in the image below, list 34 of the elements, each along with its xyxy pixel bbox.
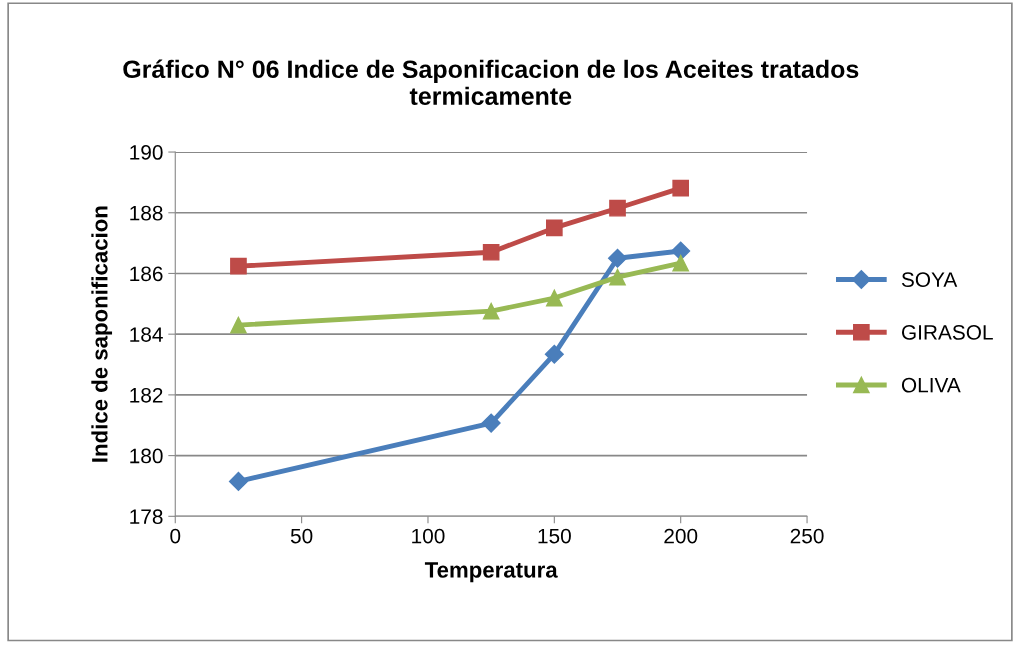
x-axis-title: Temperatura <box>424 562 558 583</box>
point <box>546 219 563 237</box>
point <box>544 344 564 364</box>
point <box>672 254 690 272</box>
y-tick-label: 186 <box>130 266 163 282</box>
y-tick-label: 178 <box>130 509 163 525</box>
point <box>481 413 501 433</box>
chart-title: Gráfico N° 06 Indice de Saponificacion de los Aceites tratados termicamente <box>123 59 859 106</box>
y-axis-title: Indice de saponificacion <box>91 206 113 462</box>
point <box>230 316 247 334</box>
point <box>671 241 691 261</box>
legend-label: GIRASOL <box>901 325 993 340</box>
legend-label: SOYA <box>901 272 958 288</box>
y-tick-label: 184 <box>130 327 163 342</box>
y-tick-label: 180 <box>130 448 163 464</box>
point <box>672 179 690 197</box>
x-tick-label: 250 <box>790 528 824 544</box>
point <box>609 199 626 217</box>
x-tick-label: 0 <box>170 528 181 544</box>
point <box>228 471 248 491</box>
point <box>546 289 563 307</box>
point <box>607 248 628 268</box>
y-tick-label: 190 <box>130 145 163 160</box>
point <box>609 268 626 286</box>
y-tick-label: 188 <box>130 205 163 221</box>
point <box>482 302 500 320</box>
x-tick-label: 100 <box>412 528 445 544</box>
x-tick-label: 50 <box>290 528 313 544</box>
x-tick-label: 150 <box>538 528 571 544</box>
point <box>230 257 247 275</box>
x-tick-label: 200 <box>664 528 698 544</box>
point <box>482 243 500 261</box>
legend-label: OLIVA <box>901 377 961 393</box>
y-tick-label: 182 <box>130 387 163 403</box>
